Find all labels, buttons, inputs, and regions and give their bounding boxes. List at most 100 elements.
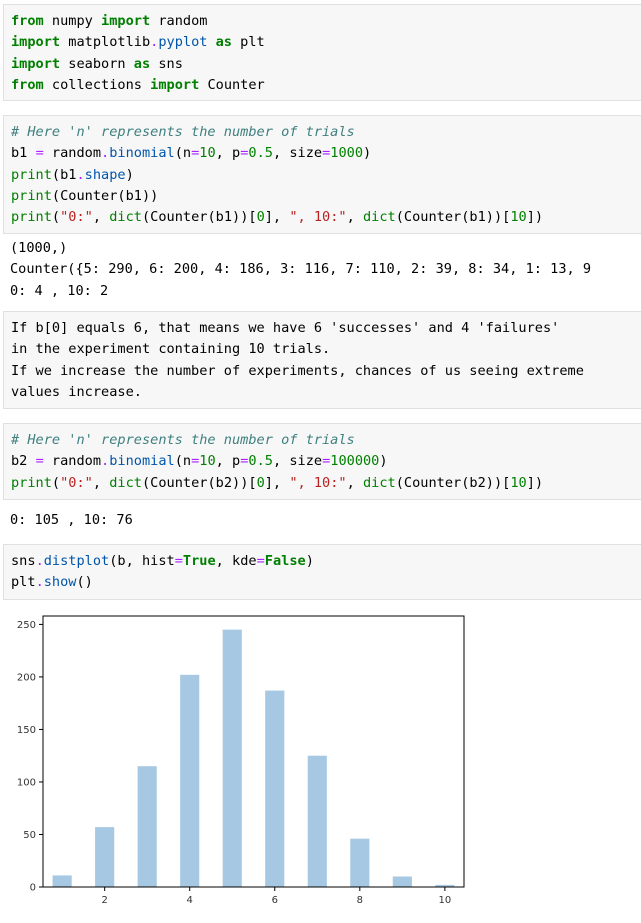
code-text: , <box>346 209 363 226</box>
code-cell-distplot[interactable]: sns.distplot(b, hist=True, kde=False) pl… <box>3 544 641 600</box>
plot-frame <box>42 615 465 888</box>
code-cell-b1[interactable]: # Here 'n' represents the number of tria… <box>3 115 641 234</box>
output-cell-b1: (1000,) Counter({5: 290, 6: 200, 4: 186,… <box>3 234 641 306</box>
keyword: as <box>133 55 151 72</box>
code-text: , kde <box>215 553 257 569</box>
code-line: print(Counter(b1)) <box>11 186 641 207</box>
operator: = <box>240 453 249 470</box>
text-line: If we increase the number of experiments… <box>11 362 584 379</box>
code-text: (Counter(b1)) <box>51 187 159 204</box>
histogram-bar <box>265 690 285 887</box>
number: 10 <box>199 145 216 162</box>
code-comment: # Here 'n' represents the number of tria… <box>11 432 355 448</box>
code-text: , <box>92 209 110 226</box>
code-text: (Counter(b2))[ <box>395 474 511 491</box>
function-name: distplot <box>43 553 110 569</box>
number: 10 <box>510 209 527 226</box>
operator: = <box>35 453 44 470</box>
text-line: values increase. <box>11 383 142 400</box>
number: 10 <box>199 453 216 470</box>
histogram-bar <box>180 674 200 887</box>
operator: . <box>101 145 110 162</box>
code-line: import seaborn as sns <box>11 54 641 75</box>
code-text: collections <box>43 76 151 93</box>
x-tick-label: 6 <box>272 895 278 906</box>
code-cell-b2[interactable]: # Here 'n' represents the number of tria… <box>3 423 641 500</box>
code-line: plt.show() <box>11 572 641 593</box>
code-text: (Counter(b2))[ <box>141 474 257 491</box>
keyword: True <box>182 553 216 569</box>
code-text: ], <box>264 474 290 491</box>
code-text: , <box>92 474 110 491</box>
code-line: b1 = random.binomial(n=10, p=0.5, size=1… <box>11 143 641 164</box>
y-tick-label: 0 <box>30 883 36 894</box>
code-text: b2 <box>11 453 36 470</box>
builtin-function: dict <box>109 474 142 491</box>
code-text: ) <box>379 453 388 470</box>
keyword: as <box>215 34 232 51</box>
y-tick-label: 250 <box>17 620 36 631</box>
keyword: False <box>264 553 306 569</box>
code-text: Counter <box>199 76 265 93</box>
code-text: plt <box>11 574 36 591</box>
text-line: in the experiment containing 10 trials. <box>11 341 331 358</box>
x-tick-label: 8 <box>357 895 363 906</box>
output-cell-b2: 0: 105 , 10: 76 <box>3 506 641 536</box>
code-line: from collections import Counter <box>11 75 641 96</box>
code-line: print("0:", dict(Counter(b1))[0], ", 10:… <box>11 207 641 228</box>
string: ", 10:" <box>289 209 347 226</box>
output-line: 0: 105 , 10: 76 <box>10 512 133 528</box>
code-text: b1 <box>11 145 36 162</box>
operator: . <box>35 574 44 591</box>
number: 0 <box>256 209 265 226</box>
code-text: (b1 <box>51 166 77 183</box>
code-text: (n <box>174 145 192 162</box>
number: 0 <box>256 474 265 491</box>
keyword: import <box>11 55 61 72</box>
number: 1000 <box>330 145 364 162</box>
code-line: from numpy import random <box>11 11 641 32</box>
text-cell-explanation[interactable]: If b[0] equals 6, that means we have 6 '… <box>3 311 641 409</box>
code-text: () <box>76 574 93 591</box>
code-line: sns.distplot(b, hist=True, kde=False) <box>11 551 641 572</box>
y-axis: 0 50 100 150 200 250 <box>17 620 43 894</box>
code-cell-imports[interactable]: from numpy import random import matplotl… <box>3 4 641 101</box>
attribute: pyplot <box>158 34 208 51</box>
code-text: random <box>150 13 208 29</box>
code-text: , p <box>215 145 241 162</box>
code-text: numpy <box>43 13 102 29</box>
number: 0.5 <box>248 145 273 162</box>
builtin-function: print <box>11 166 52 183</box>
builtin-function: print <box>11 474 52 491</box>
code-text: (Counter(b1))[ <box>141 209 257 226</box>
keyword: import <box>150 76 200 93</box>
code-text: (Counter(b1))[ <box>395 209 511 226</box>
x-tick-label: 4 <box>187 895 193 906</box>
operator: = <box>174 553 183 569</box>
output-line: (1000,) <box>10 240 68 256</box>
histogram-bar <box>95 827 115 887</box>
builtin-function: dict <box>362 474 396 491</box>
code-text: ( <box>51 209 61 226</box>
x-tick-label: 2 <box>101 895 107 906</box>
y-tick-label: 100 <box>17 777 36 788</box>
histogram-bar <box>222 629 242 887</box>
output-line: 0: 4 , 10: 2 <box>10 282 109 299</box>
output-line: Counter({5: 290, 6: 200, 4: 186, 3: 116,… <box>10 261 592 278</box>
builtin-function: dict <box>362 209 396 226</box>
operator: = <box>240 145 249 162</box>
histogram-bar <box>392 876 412 887</box>
attribute: shape <box>84 166 126 183</box>
function-name: binomial <box>109 453 175 470</box>
y-tick-label: 50 <box>23 830 36 841</box>
code-text: ) <box>125 166 134 183</box>
x-axis: 2 4 6 8 10 <box>101 887 451 906</box>
code-text: ], <box>264 209 290 226</box>
keyword: from <box>11 76 44 93</box>
number: 0.5 <box>248 453 273 470</box>
operator: . <box>35 553 44 569</box>
code-line: import matplotlib.pyplot as plt <box>11 32 641 53</box>
string: ", 10:" <box>289 474 347 491</box>
code-text: ) <box>305 553 314 569</box>
code-comment: # Here 'n' represents the number of tria… <box>11 124 355 140</box>
